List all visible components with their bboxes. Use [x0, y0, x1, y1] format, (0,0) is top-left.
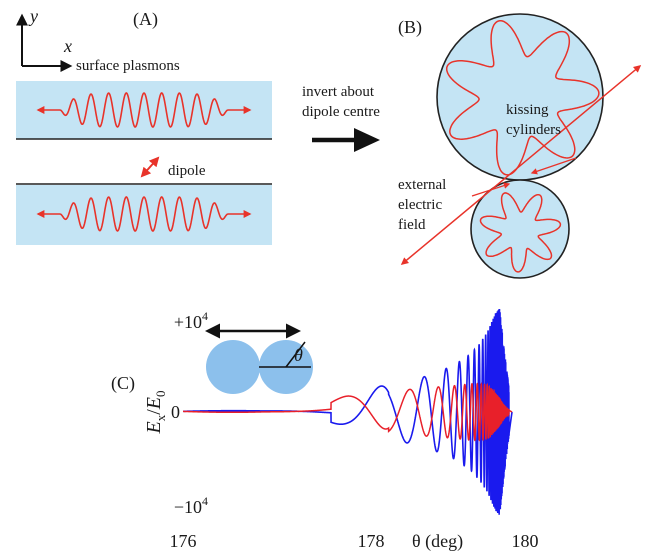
xtick-178: 178 [358, 531, 385, 551]
kissing-label-line1: kissing [506, 102, 549, 118]
panel-b: (B) kissing cylinders external electric … [398, 13, 642, 279]
series-line-red [183, 382, 513, 442]
panel-a: (A) y x surface plasmons dipole [16, 6, 272, 245]
field-label-line2: electric [398, 197, 442, 213]
bottom-metal-slab [16, 185, 272, 245]
inset-theta-label: θ [294, 345, 303, 365]
invert-caption-line1: invert about [302, 84, 375, 100]
axis-x-label: x [63, 36, 72, 56]
ytick-bottom: −104 [174, 494, 208, 517]
plot-area [183, 309, 513, 515]
inset-disk-left [206, 340, 260, 394]
external-field-arrow [400, 65, 642, 265]
field-arrow-upper [530, 157, 577, 175]
panel-c-label: (C) [111, 373, 135, 394]
ytick-top: +104 [174, 309, 208, 332]
bottom-plasmon-wave [59, 196, 229, 232]
field-arrow-lower [471, 182, 511, 197]
large-cylinder [436, 13, 604, 181]
inset-angle-line [285, 341, 306, 368]
field-label-line1: external [398, 177, 446, 193]
dipole-label: dipole [168, 163, 206, 179]
panel-c: (C) Ex/E0 +104 0 −104 176 178 180 θ (deg… [111, 309, 539, 552]
inset-disks: θ [205, 323, 313, 394]
axis-y-label: y [28, 6, 38, 26]
ytick-mid: 0 [171, 402, 180, 422]
kissing-label-line2: cylinders [506, 122, 561, 138]
panel-b-label: (B) [398, 17, 422, 38]
panel-a-label: (A) [133, 9, 158, 30]
field-label-line3: field [398, 217, 426, 233]
xtick-180: 180 [512, 531, 539, 551]
invert-caption-line2: dipole centre [302, 104, 380, 120]
y-axis-label: Ex/E0 [143, 391, 168, 435]
svg-text:Ex/E0: Ex/E0 [143, 391, 168, 435]
surface-plasmons-label: surface plasmons [76, 58, 180, 74]
invert-transform: invert about dipole centre [302, 84, 380, 152]
xtick-176: 176 [170, 531, 197, 551]
invert-arrow-head [354, 128, 380, 152]
x-axis-label: θ (deg) [412, 531, 463, 552]
dipole-arrow [140, 156, 160, 178]
axes-indicator: y x [16, 6, 73, 72]
series-line-blue [183, 309, 513, 515]
top-plasmon-wave [59, 92, 229, 128]
